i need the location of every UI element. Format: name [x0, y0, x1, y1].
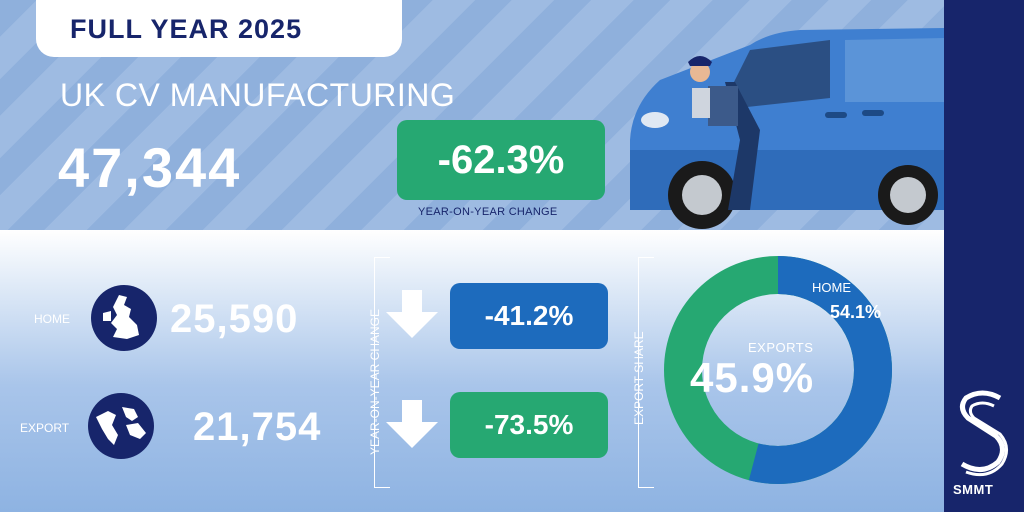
bracket-tick: [374, 257, 390, 258]
export-change-value: -73.5%: [484, 409, 574, 440]
bracket-tick: [374, 487, 390, 488]
globe-icon: [88, 393, 154, 459]
share-bracket: [638, 257, 639, 487]
donut-exports-label: EXPORTS: [748, 340, 814, 355]
van-icon: [630, 28, 944, 229]
total-change-value: -62.3%: [437, 137, 565, 182]
home-label: HOME: [34, 312, 70, 326]
title-pill: FULL YEAR 2025: [36, 0, 402, 57]
total-change-badge: -62.3%: [397, 120, 605, 200]
home-change-value: -41.2%: [484, 300, 574, 331]
home-change-badge: -41.2%: [450, 283, 608, 349]
share-donut: [664, 256, 892, 484]
uk-map-icon: [91, 285, 157, 351]
export-value: 21,754: [193, 405, 322, 449]
brand-name: SMMT: [953, 482, 994, 497]
donut-exports-pct: 45.9%: [690, 354, 815, 401]
subtitle: UK CV MANUFACTURING: [60, 77, 456, 113]
export-label: EXPORT: [20, 421, 70, 435]
van-mechanic-illustration: [630, 28, 944, 229]
donut-home-pct: 54.1%: [830, 302, 882, 322]
total-units: 47,344: [58, 136, 242, 199]
yoy-bracket: [374, 257, 375, 487]
bracket-tick: [638, 487, 654, 488]
down-arrow-icon: [386, 290, 438, 338]
home-value: 25,590: [170, 297, 299, 341]
smmt-logo-icon: [960, 390, 1008, 477]
bracket-tick: [638, 257, 654, 258]
down-arrow-icon: [386, 400, 438, 448]
page-title: FULL YEAR 2025: [70, 14, 303, 44]
share-vertical-label: EXPORT SHARE: [632, 331, 646, 425]
mechanic-icon: [688, 56, 760, 210]
yoy-vertical-label: YEAR-ON-YEAR CHANGE: [368, 308, 382, 455]
donut-home-label: HOME: [812, 280, 851, 295]
donut-home-segment: [664, 256, 892, 484]
export-change-badge: -73.5%: [450, 392, 608, 458]
total-change-label: YEAR-ON-YEAR CHANGE: [418, 206, 558, 218]
